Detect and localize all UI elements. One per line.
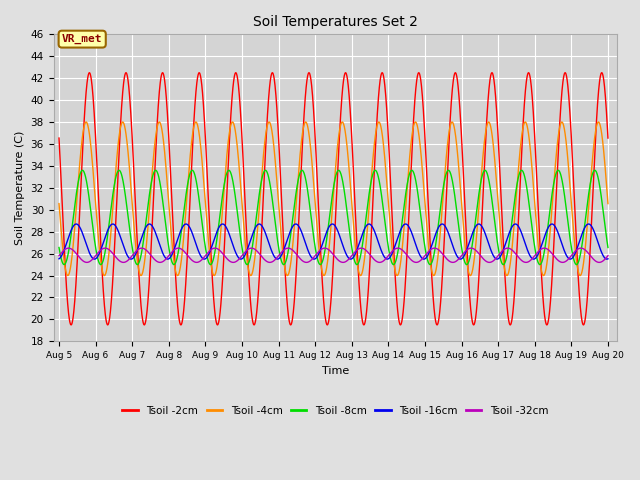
- Tsoil -16cm: [290, 223, 298, 228]
- Tsoil -4cm: [290, 234, 298, 240]
- Line: Tsoil -16cm: Tsoil -16cm: [59, 224, 608, 259]
- Tsoil -32cm: [593, 259, 601, 265]
- Legend: Tsoil -2cm, Tsoil -4cm, Tsoil -8cm, Tsoil -16cm, Tsoil -32cm: Tsoil -2cm, Tsoil -4cm, Tsoil -8cm, Tsoi…: [118, 402, 552, 420]
- Tsoil -4cm: [604, 201, 612, 206]
- Tsoil -2cm: [150, 176, 158, 181]
- Tsoil -16cm: [118, 238, 125, 244]
- Tsoil -4cm: [266, 120, 273, 125]
- Tsoil -16cm: [266, 243, 273, 249]
- Title: Soil Temperatures Set 2: Soil Temperatures Set 2: [253, 15, 418, 29]
- Tsoil -16cm: [603, 256, 611, 262]
- Tsoil -8cm: [594, 172, 602, 178]
- Tsoil -8cm: [534, 260, 542, 265]
- Tsoil -16cm: [55, 256, 63, 262]
- Tsoil -16cm: [593, 238, 601, 243]
- Tsoil -32cm: [290, 248, 298, 254]
- Tsoil -4cm: [593, 120, 601, 126]
- Tsoil -2cm: [593, 104, 601, 110]
- Tsoil -32cm: [55, 253, 63, 259]
- Tsoil -4cm: [595, 119, 602, 125]
- Tsoil -32cm: [266, 260, 273, 265]
- Tsoil -8cm: [604, 245, 612, 251]
- Tsoil -16cm: [72, 221, 80, 227]
- Tsoil -4cm: [534, 243, 542, 249]
- Tsoil -8cm: [150, 168, 158, 174]
- Tsoil -4cm: [55, 201, 63, 206]
- Tsoil -8cm: [55, 245, 63, 251]
- Tsoil -16cm: [604, 256, 612, 262]
- Tsoil -8cm: [290, 209, 298, 215]
- Tsoil -8cm: [591, 168, 598, 173]
- Tsoil -32cm: [534, 249, 542, 254]
- Tsoil -2cm: [266, 83, 273, 89]
- Tsoil -2cm: [598, 70, 605, 75]
- Tsoil -16cm: [150, 227, 158, 233]
- Tsoil -2cm: [534, 207, 542, 213]
- Tsoil -32cm: [150, 256, 158, 262]
- Tsoil -32cm: [604, 253, 612, 259]
- Tsoil -32cm: [65, 245, 72, 251]
- Line: Tsoil -8cm: Tsoil -8cm: [59, 170, 608, 264]
- Line: Tsoil -2cm: Tsoil -2cm: [59, 72, 608, 325]
- Tsoil -2cm: [118, 101, 125, 107]
- Tsoil -32cm: [118, 259, 125, 265]
- Tsoil -2cm: [604, 135, 612, 141]
- Tsoil -2cm: [290, 308, 298, 313]
- Tsoil -32cm: [595, 260, 603, 265]
- Tsoil -8cm: [118, 173, 125, 179]
- X-axis label: Time: Time: [322, 366, 349, 376]
- Line: Tsoil -4cm: Tsoil -4cm: [59, 122, 608, 276]
- Tsoil -4cm: [150, 145, 158, 151]
- Tsoil -2cm: [55, 135, 63, 141]
- Tsoil -4cm: [64, 273, 72, 278]
- Tsoil -2cm: [67, 322, 75, 328]
- Tsoil -8cm: [266, 180, 273, 185]
- Tsoil -8cm: [60, 262, 68, 267]
- Text: VR_met: VR_met: [62, 34, 102, 44]
- Y-axis label: Soil Temperature (C): Soil Temperature (C): [15, 131, 25, 245]
- Line: Tsoil -32cm: Tsoil -32cm: [59, 248, 608, 263]
- Tsoil -16cm: [534, 251, 542, 257]
- Tsoil -4cm: [118, 120, 125, 126]
